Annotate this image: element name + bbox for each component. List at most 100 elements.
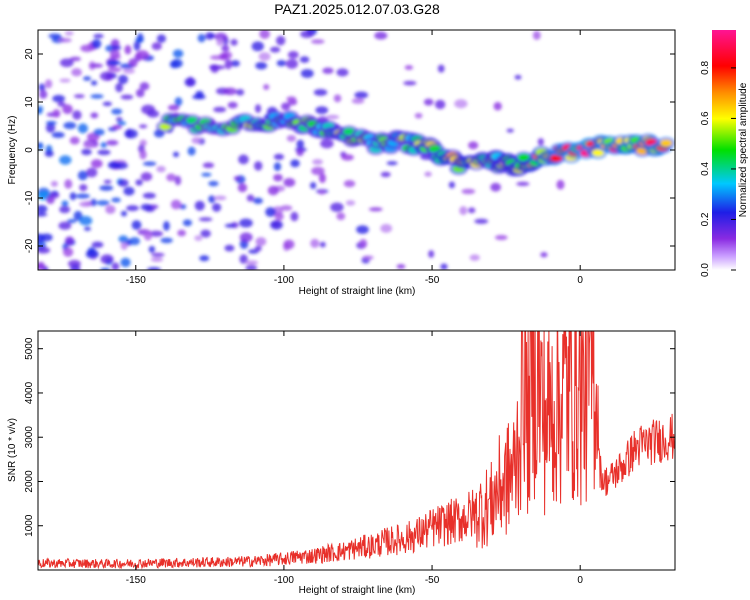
heatmap-cell (99, 71, 114, 81)
heatmap-cell (286, 134, 297, 142)
heatmap-cell (296, 148, 304, 157)
heatmap-cell (85, 249, 99, 259)
colorbar-tick-label: 0.6 (700, 111, 711, 125)
heatmap-cell (386, 161, 398, 166)
heatmap-cell (163, 221, 170, 231)
heatmap-cell (459, 206, 468, 216)
heatmap-cell (38, 142, 44, 151)
heatmap-cell (69, 56, 81, 62)
spectrogram-x-tick-label: -50 (425, 275, 440, 286)
heatmap-cell (147, 267, 161, 270)
heatmap-cell (537, 138, 544, 146)
heatmap-cell (274, 212, 284, 221)
heatmap-cell (72, 110, 82, 120)
heatmap-cell (135, 88, 145, 98)
heatmap-cell (111, 197, 121, 203)
heatmap-cell (149, 230, 164, 237)
heatmap-cell (63, 121, 77, 130)
heatmap-cell (122, 68, 135, 74)
heatmap-cell (59, 58, 74, 68)
heatmap-cell (354, 91, 369, 99)
heatmap-cell (326, 114, 340, 120)
heatmap-cell (514, 74, 522, 80)
heatmap-cell (58, 221, 72, 230)
snr-series-line (38, 331, 675, 570)
spectrogram-x-tick-label: 0 (577, 275, 583, 286)
heatmap-cell (258, 52, 271, 61)
heatmap-cell (99, 185, 114, 191)
heatmap-cell (57, 101, 66, 107)
heatmap-cell (96, 200, 110, 206)
heatmap-cell (115, 82, 123, 93)
heatmap-cell (39, 89, 48, 99)
heatmap-cell (109, 49, 121, 59)
heatmap-cell (312, 158, 324, 165)
heatmap-cell (230, 39, 238, 46)
heatmap-ridge-cell (159, 123, 172, 131)
heatmap-cell (107, 161, 120, 169)
heatmap-cell (286, 96, 297, 102)
heatmap-cell (200, 229, 211, 238)
heatmap-cell (64, 179, 73, 189)
heatmap-cell (172, 151, 180, 158)
heatmap-cell (80, 44, 94, 53)
heatmap-cell (120, 210, 128, 217)
heatmap-cell (351, 97, 365, 104)
spectrogram-y-tick-label: 20 (24, 48, 35, 60)
heatmap-cell (69, 192, 77, 201)
heatmap-cell (118, 235, 129, 243)
heatmap-cell (300, 30, 314, 39)
heatmap-cell (79, 201, 93, 207)
heatmap-cell (59, 78, 71, 83)
heatmap-cell (151, 252, 165, 257)
snr-x-tick-label: 0 (577, 575, 583, 586)
heatmap-cell (79, 184, 88, 192)
heatmap-cell (156, 165, 166, 173)
heatmap-cell (64, 236, 75, 246)
heatmap-cell (239, 232, 253, 243)
heatmap-cell (315, 106, 329, 115)
heatmap-cell (131, 220, 142, 230)
heatmap-cell (490, 182, 502, 192)
heatmap-cell (246, 194, 255, 202)
heatmap-cell (556, 179, 565, 190)
heatmap-cell (208, 195, 216, 203)
colorbar-tick-label: 0.8 (700, 61, 711, 75)
heatmap-cell (424, 171, 432, 177)
heatmap-cell (142, 161, 157, 166)
heatmap-cell (135, 179, 143, 186)
heatmap-cell (237, 183, 248, 193)
heatmap-cell (44, 79, 53, 89)
heatmap-cell (186, 76, 194, 87)
heatmap-cell (126, 205, 139, 212)
heatmap-cell (219, 52, 229, 61)
heatmap-cell (49, 191, 60, 199)
heatmap-cell (227, 101, 238, 109)
spectrogram-x-tick-label: -100 (274, 275, 294, 286)
heatmap-cell (62, 247, 74, 257)
heatmap-cell (494, 234, 508, 241)
heatmap-cell (125, 128, 133, 139)
heatmap-cell (73, 94, 85, 99)
heatmap-cell (461, 188, 476, 195)
snr-x-tick-label: -50 (425, 575, 440, 586)
colorbar-ticks: 0.0 0.2 0.4 0.6 0.8 (700, 61, 736, 277)
heatmap-cell (255, 237, 267, 247)
heatmap-cell (269, 46, 281, 53)
heatmap-cell (506, 128, 514, 133)
spectrogram-y-tick-label: -20 (24, 238, 35, 253)
heatmap-cell (251, 41, 264, 52)
heatmap-cell (254, 245, 262, 252)
heatmap-cell (238, 154, 249, 165)
heatmap-cell (86, 167, 98, 178)
heatmap-cell (280, 205, 293, 211)
heatmap-cell (38, 246, 51, 254)
heatmap-cell (111, 108, 123, 115)
heatmap-cell (223, 87, 237, 96)
heatmap-cell (143, 230, 153, 241)
heatmap-cell (82, 76, 92, 81)
spectrogram-y-tick-label: 10 (24, 96, 35, 108)
heatmap-cell (135, 37, 144, 43)
heatmap-cell (201, 172, 212, 177)
